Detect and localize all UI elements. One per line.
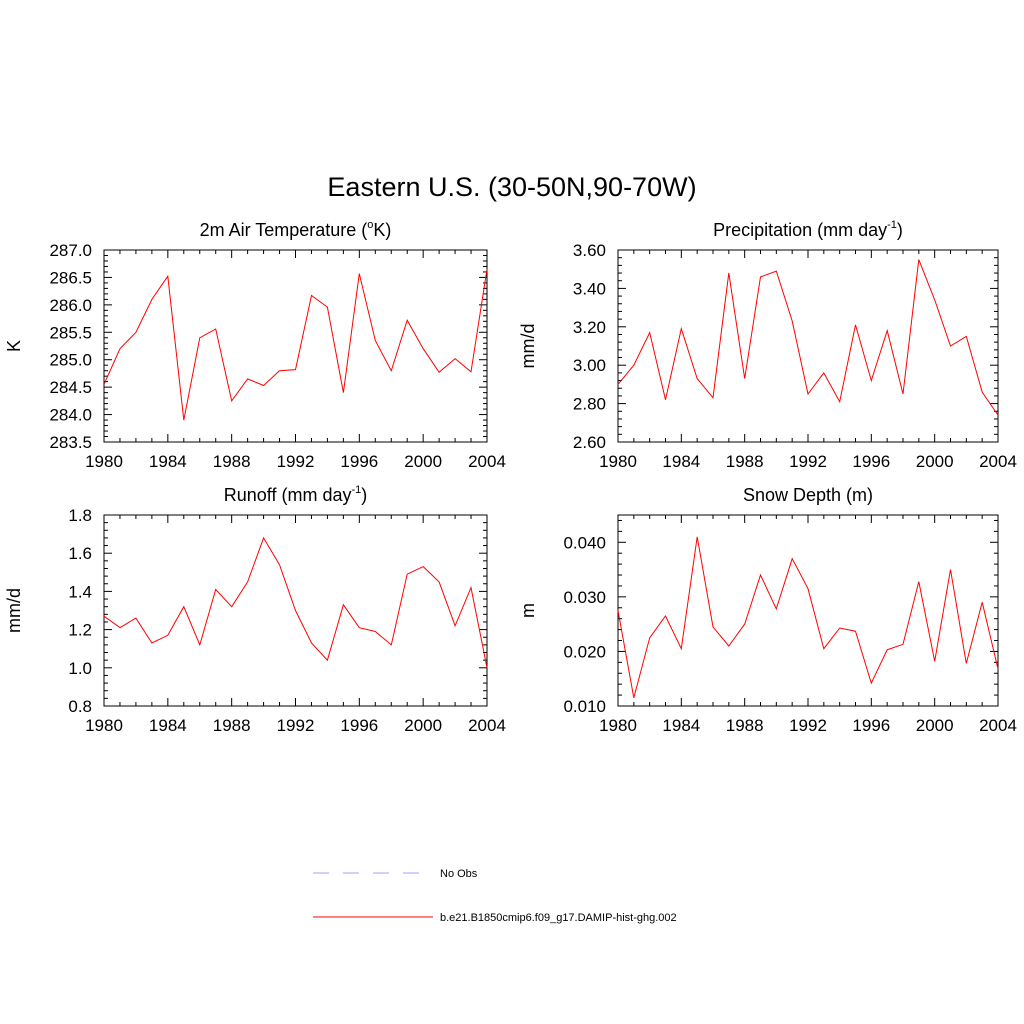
y-tick-label: 286.5: [49, 268, 92, 287]
plot-frame: [617, 249, 999, 443]
y-tick-label: 286.0: [49, 296, 92, 315]
x-tick-label: 2000: [404, 716, 442, 735]
y-tick-label: 2.60: [573, 433, 606, 452]
y-axis-label: mm/d: [518, 324, 538, 369]
legend: No Obs b.e21.B1850cmip6.f09_g17.DAMIP-his…: [313, 868, 677, 924]
series-line-runoff: [103, 536, 488, 668]
x-tick-label: 1984: [662, 716, 700, 735]
y-tick-label: 3.20: [573, 318, 606, 337]
y-tick-label: 1.6: [68, 544, 92, 563]
x-tick-label: 1980: [599, 452, 637, 471]
legend-label: b.e21.B1850cmip6.f09_g17.DAMIP-hist-ghg.…: [440, 912, 677, 924]
x-tick-label: 1996: [852, 452, 890, 471]
y-tick-label: 1.2: [68, 621, 92, 640]
x-tick-label: 2004: [979, 716, 1017, 735]
x-tick-label: 1992: [277, 716, 315, 735]
y-tick-label: 2.80: [573, 395, 606, 414]
x-tick-label: 1988: [726, 716, 764, 735]
plot-frame: [103, 249, 488, 443]
y-tick-label: 285.0: [49, 351, 92, 370]
y-axis-label: m: [518, 603, 538, 618]
x-tick-label: 2000: [404, 452, 442, 471]
y-tick-label: 0.030: [563, 588, 606, 607]
y-tick-label: 284.0: [49, 406, 92, 425]
y-tick-label: 285.5: [49, 323, 92, 342]
x-tick-label: 1988: [213, 716, 251, 735]
y-axis-label: K: [4, 340, 24, 352]
y-tick-label: 3.00: [573, 356, 606, 375]
y-tick-label: 283.5: [49, 433, 92, 452]
y-tick-label: 287.0: [49, 241, 92, 260]
panel-precipitation: 1980 1984 1988 1992 1996 2000 2004 2.60 2.80 3.00…: [518, 219, 1017, 471]
chart-panels: 1980 1984 1988 1992 1996 2000 2004 283.5 284.0 28…: [4, 219, 1017, 735]
y-tick-label: 3.40: [573, 279, 606, 298]
x-tick-label: 1988: [213, 452, 251, 471]
x-tick-label: 2004: [468, 716, 506, 735]
y-tick-label: 0.020: [563, 642, 606, 661]
y-tick-label: 1.8: [68, 506, 92, 525]
x-tick-label: 2000: [916, 452, 954, 471]
x-tick-label: 2004: [979, 452, 1017, 471]
x-tick-label: 1984: [149, 716, 187, 735]
y-tick-label: 0.040: [563, 533, 606, 552]
y-tick-label: 1.0: [68, 659, 92, 678]
x-tick-label: 1984: [149, 452, 187, 471]
figure-title: Eastern U.S. (30-50N,90-70W): [327, 172, 696, 202]
series-line-snow-depth: [617, 536, 999, 698]
panel-runoff: 1980 1984 1988 1992 1996 2000 2004 0.8 1.0 1.2 1.4…: [4, 484, 506, 735]
x-tick-label: 1996: [340, 716, 378, 735]
legend-entry: No Obs: [313, 868, 478, 880]
x-tick-label: 1996: [852, 716, 890, 735]
x-tick-label: 1980: [599, 716, 637, 735]
y-tick-label: 1.4: [68, 582, 92, 601]
x-tick-label: 1988: [726, 452, 764, 471]
legend-entry: b.e21.B1850cmip6.f09_g17.DAMIP-hist-ghg.…: [313, 912, 677, 924]
panel-air-temperature: 1980 1984 1988 1992 1996 2000 2004 283.5 284.0 28…: [4, 219, 506, 471]
x-tick-label: 1992: [277, 452, 315, 471]
legend-label: No Obs: [440, 868, 478, 880]
y-tick-label: 0.8: [68, 697, 92, 716]
panel-title: Runoff (mm day-1): [224, 484, 368, 505]
plot-frame: [617, 514, 999, 707]
x-tick-label: 1996: [340, 452, 378, 471]
series-line-air-temperature: [103, 269, 488, 421]
x-tick-label: 2000: [916, 716, 954, 735]
x-tick-label: 2004: [468, 452, 506, 471]
y-tick-label: 3.60: [573, 241, 606, 260]
y-axis-label: mm/d: [4, 588, 24, 633]
panel-title: 2m Air Temperature (oK): [200, 219, 392, 240]
x-tick-label: 1992: [789, 452, 827, 471]
series-line-precipitation: [617, 259, 999, 416]
x-tick-label: 1980: [85, 452, 123, 471]
x-tick-label: 1992: [789, 716, 827, 735]
y-tick-label: 0.010: [563, 697, 606, 716]
panel-snow-depth: 1980 1984 1988 1992 1996 2000 2004 0.010 0.020 0.…: [518, 485, 1017, 735]
x-tick-label: 1984: [662, 452, 700, 471]
panel-title: Precipitation (mm day-1): [713, 219, 903, 240]
x-tick-label: 1980: [85, 716, 123, 735]
panel-title: Snow Depth (m): [743, 485, 873, 505]
y-tick-label: 284.5: [49, 378, 92, 397]
